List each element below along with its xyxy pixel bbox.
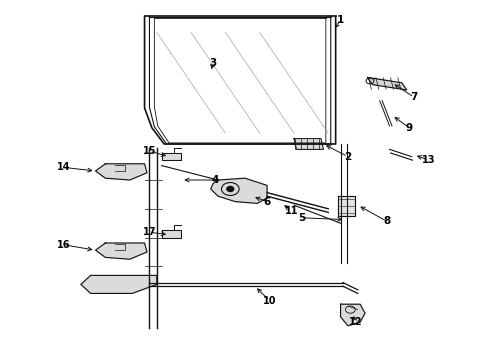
Polygon shape — [338, 196, 355, 216]
Text: 1: 1 — [337, 15, 344, 25]
Text: 13: 13 — [422, 155, 436, 165]
Polygon shape — [96, 243, 147, 259]
Text: 11: 11 — [285, 206, 298, 216]
Text: 12: 12 — [348, 317, 362, 327]
Text: 7: 7 — [410, 92, 418, 102]
Polygon shape — [81, 275, 157, 293]
Text: 5: 5 — [298, 213, 305, 223]
Polygon shape — [162, 230, 181, 238]
Polygon shape — [211, 178, 267, 203]
Polygon shape — [96, 164, 147, 180]
Text: 4: 4 — [212, 175, 220, 185]
Text: 16: 16 — [57, 240, 71, 250]
Polygon shape — [294, 139, 323, 149]
Text: 15: 15 — [143, 146, 156, 156]
Text: 8: 8 — [384, 216, 391, 226]
Text: 6: 6 — [264, 197, 270, 207]
Polygon shape — [341, 304, 365, 326]
Text: 14: 14 — [57, 162, 71, 172]
Polygon shape — [368, 77, 407, 90]
Text: 17: 17 — [143, 227, 156, 237]
Text: 3: 3 — [210, 58, 217, 68]
Text: 10: 10 — [263, 296, 276, 306]
Text: 2: 2 — [344, 152, 351, 162]
Circle shape — [227, 186, 234, 192]
Polygon shape — [162, 153, 181, 160]
Text: 9: 9 — [406, 123, 413, 133]
